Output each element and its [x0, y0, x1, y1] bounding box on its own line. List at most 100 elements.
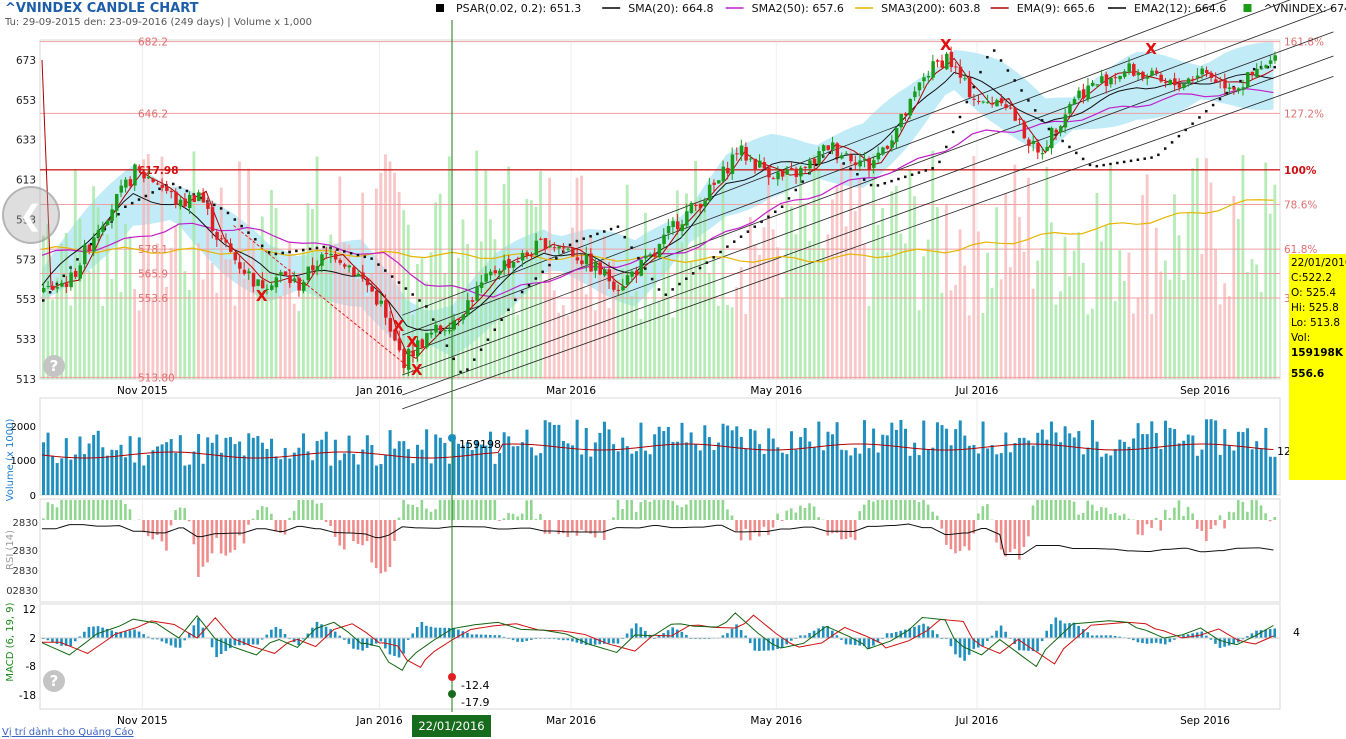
background-volume-bar — [926, 239, 930, 379]
volume-bar — [580, 454, 584, 495]
candle-body — [297, 277, 301, 291]
oscillator-bar — [662, 500, 665, 520]
volume-bar — [1241, 432, 1245, 495]
macd-histogram-bar — [352, 638, 355, 649]
psar-dot — [178, 186, 182, 189]
macd-histogram-bar — [306, 633, 310, 638]
background-volume-bar — [502, 184, 506, 379]
candle-body — [338, 260, 342, 263]
macd-histogram-bar — [251, 638, 255, 645]
macd-histogram-bar — [146, 636, 150, 638]
oscillator-bar — [976, 513, 980, 520]
candle-body — [1104, 74, 1109, 87]
candle-body — [402, 349, 406, 369]
background-volume-bar — [862, 244, 866, 379]
oscillator-bar — [995, 520, 998, 543]
oscillator-bar — [420, 500, 424, 520]
psar-dot — [281, 251, 284, 255]
macd-histogram-bar — [748, 638, 752, 644]
psar-dot — [691, 272, 695, 275]
psar-dot — [377, 263, 380, 266]
scroll-back-button[interactable]: ❮ — [2, 186, 60, 244]
macd-histogram-bar — [817, 628, 820, 638]
psar-dot — [48, 291, 52, 294]
psar-dot — [151, 191, 154, 194]
psar-dot — [548, 263, 551, 267]
psar-dot — [712, 256, 715, 259]
oscillator-bar — [370, 520, 373, 563]
background-volume-bar — [621, 268, 625, 379]
background-volume-bar — [324, 244, 328, 379]
background-volume-bar — [525, 198, 529, 379]
oscillator-bar — [516, 516, 519, 520]
macd-histogram-bar — [488, 634, 492, 638]
macd-histogram-bar — [64, 638, 68, 646]
legend-entry: SMA2(50): 657.6 — [752, 2, 844, 15]
candle-body — [498, 270, 502, 275]
background-volume-bar — [949, 290, 953, 379]
candle-body — [343, 264, 347, 267]
psar-dot — [171, 182, 175, 186]
candle-body — [717, 180, 721, 184]
macd-histogram-bar — [210, 638, 214, 648]
macd-histogram-bar — [429, 626, 433, 638]
volume-bar — [1214, 420, 1218, 495]
candle-body — [1027, 139, 1031, 146]
background-volume-bar — [1054, 304, 1058, 379]
candle-body — [771, 178, 776, 180]
macd-histogram-bar — [219, 638, 223, 655]
candle-body — [890, 140, 894, 148]
psar-dot — [719, 250, 722, 254]
oscillator-bar — [169, 520, 173, 526]
macd-histogram-bar — [461, 631, 465, 638]
psar-dot — [1075, 151, 1078, 155]
volume-bar — [739, 436, 743, 495]
macd-histogram-bar — [1022, 638, 1026, 651]
volume-bar — [621, 437, 625, 495]
macd-histogram-bar — [228, 638, 232, 649]
macd-histogram-bar — [644, 630, 647, 638]
volume-bar — [114, 450, 118, 495]
volume-bar — [758, 444, 762, 495]
oscillator-bar — [817, 517, 820, 520]
volume-bar — [1045, 439, 1049, 495]
candle-body — [981, 101, 986, 103]
candle-body — [475, 287, 479, 301]
background-volume-bar — [1045, 166, 1049, 379]
info-vol-label: Vol: — [1291, 332, 1311, 344]
oscillator-bar — [1173, 507, 1176, 520]
ad-placeholder-link[interactable]: Vị trí dành cho Quảng Cáo — [2, 727, 134, 738]
psar-dot — [452, 357, 455, 361]
candle-body — [447, 330, 452, 332]
volume-bar — [397, 441, 401, 495]
background-volume-bar — [347, 244, 351, 379]
help-icon[interactable]: ? — [43, 670, 65, 692]
background-volume-bar — [361, 192, 365, 379]
volume-bar — [1004, 432, 1008, 495]
psar-dot — [124, 205, 127, 209]
volume-bar — [862, 420, 866, 495]
candle-body — [1136, 73, 1141, 76]
background-volume-bar — [530, 200, 533, 379]
volume-bar — [46, 432, 50, 495]
macd-histogram-bar — [981, 638, 985, 647]
background-volume-bar — [452, 317, 456, 379]
background-volume-bar — [904, 243, 907, 379]
macd-histogram-bar — [438, 627, 442, 638]
macd-histogram-bar — [238, 638, 241, 646]
background-volume-bar — [1031, 288, 1035, 379]
oscillator-bar — [785, 510, 789, 520]
oscillator-bar — [1218, 515, 1222, 520]
background-volume-bar — [1227, 296, 1231, 379]
background-volume-bar — [539, 171, 542, 379]
oscillator-bar — [831, 520, 834, 534]
candle-body — [151, 178, 155, 182]
oscillator-bar — [352, 520, 355, 542]
oscillator-bar — [840, 520, 843, 540]
macd-histogram-bar — [803, 635, 807, 638]
volume-bar — [338, 460, 342, 495]
help-icon[interactable]: ? — [43, 355, 65, 377]
volume-bar — [347, 435, 351, 495]
background-volume-bar — [1163, 260, 1167, 379]
rsi-tick-label: 2830 — [13, 546, 38, 557]
